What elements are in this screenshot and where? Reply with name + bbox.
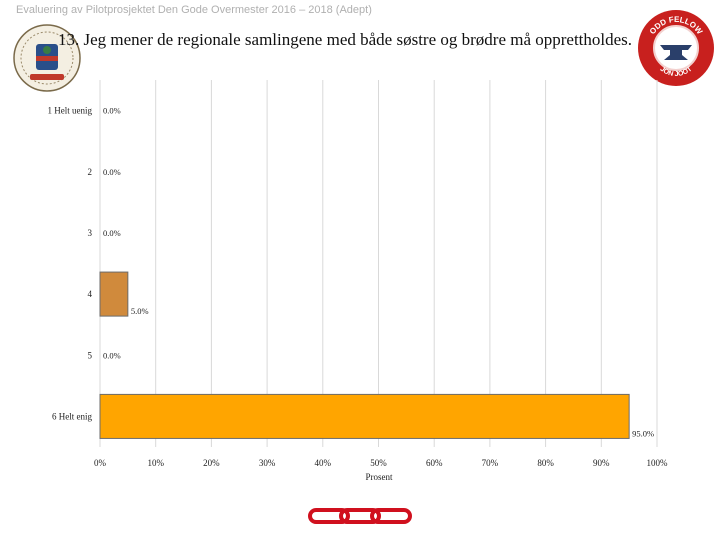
category-label: 4 [88,289,93,299]
chain-icon [308,508,412,524]
x-tick-label: 80% [537,458,554,468]
category-label: 6 Helt enig [52,411,92,421]
category-label: 3 [88,228,93,238]
odd-fellow-badge: ODD FELLOW JON JOOT [638,10,714,86]
x-tick-label: 20% [203,458,220,468]
x-axis-label: Prosent [366,472,393,482]
category-label: 2 [88,167,93,177]
seal-banner [30,74,64,80]
x-tick-label: 50% [370,458,387,468]
grid-layer [99,80,658,447]
seal-logo-left [13,24,81,92]
x-tick-label: 60% [426,458,443,468]
value-label: 0.0% [103,106,121,116]
bar-layer [99,271,630,439]
header-text: Evaluering av Pilotprosjektet Den Gode O… [16,4,372,16]
x-tick-label: 70% [482,458,499,468]
x-tick-label: 30% [259,458,276,468]
x-tick-label: 10% [147,458,164,468]
seal-inner-ring [20,31,74,85]
label-layer: 1 Helt uenig 0.0% 2 0.0% 3 0.0% 4 5.0% 5 0.0% 6 He… [48,106,655,439]
x-tick-label: 90% [593,458,610,468]
value-label: 0.0% [103,228,121,238]
slide-title: 13. Jeg mener de regionale samlingene me… [58,30,633,49]
category-label: 5 [88,350,93,360]
seal-stripe [36,56,58,61]
value-label: 0.0% [103,167,121,177]
bar [99,393,630,439]
seal-emblem [43,46,51,54]
category-label: 1 Helt uenig [48,106,93,116]
x-tick-label: 40% [315,458,332,468]
value-label: 5.0% [131,306,149,316]
tick-layer: 0% 10% 20% 30% 40% 50% 60% 70% 80% 90% 100% [94,458,668,468]
value-label: 0.0% [103,350,121,360]
anvil-icon [660,45,692,60]
value-label: 95.0% [632,428,654,438]
x-tick-label: 100% [647,458,669,468]
bar [99,271,129,317]
x-tick-label: 0% [94,458,107,468]
